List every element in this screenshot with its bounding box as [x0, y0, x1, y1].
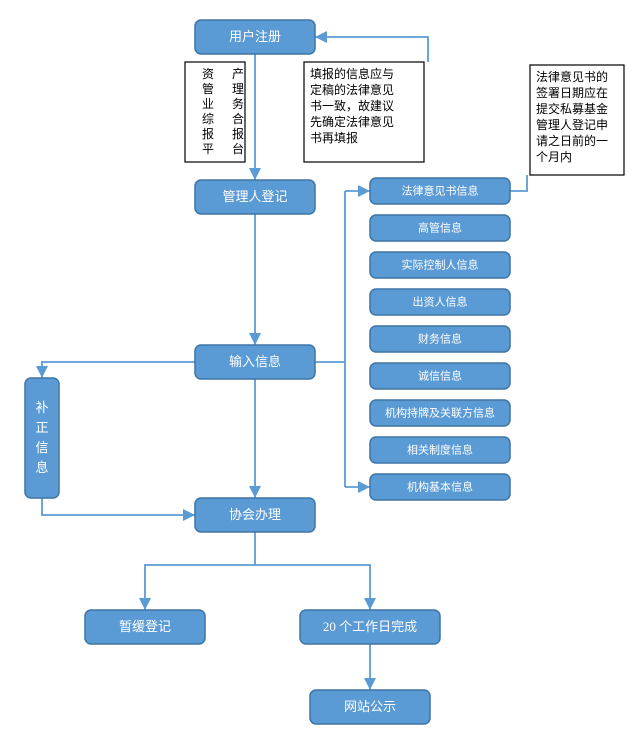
node-user_reg: 用户注册 — [195, 20, 315, 54]
node-label-cat_basic: 机构基本信息 — [407, 480, 473, 494]
node-label-cat_legal: 法律意见书信息 — [402, 184, 479, 198]
node-assoc_proc: 协会办理 — [195, 498, 315, 532]
node-cat_integ: 诚信信息 — [370, 363, 510, 389]
node-label-done20: 20 个工作日完成 — [323, 619, 417, 634]
node-cat_sys: 相关制度信息 — [370, 437, 510, 463]
svg-text:个月内: 个月内 — [536, 150, 572, 164]
svg-text:提交私募基金: 提交私募基金 — [536, 101, 608, 116]
svg-text:合: 合 — [232, 111, 244, 126]
node-cat_fin: 财务信息 — [370, 326, 510, 352]
node-label-mgr_reg: 管理人登记 — [222, 189, 287, 204]
svg-text:先确定法律意见: 先确定法律意见 — [310, 114, 394, 129]
node-done20: 20 个工作日完成 — [300, 610, 440, 644]
svg-text:正: 正 — [35, 420, 48, 435]
node-cat_exec: 高管信息 — [370, 215, 510, 241]
svg-text:台: 台 — [232, 141, 244, 156]
node-label-cat_ctrl: 实际控制人信息 — [402, 258, 479, 272]
node-input_info: 输入信息 — [195, 345, 315, 379]
note-note_platform: 资管业综报平产理务合报台 — [185, 62, 245, 162]
svg-text:书一致，故建议: 书一致，故建议 — [310, 98, 394, 113]
svg-text:报: 报 — [202, 126, 214, 141]
svg-text:业: 业 — [202, 97, 214, 111]
svg-text:签署日期应在: 签署日期应在 — [536, 85, 608, 100]
node-cat_hold: 机构持牌及关联方信息 — [370, 400, 510, 426]
node-label-cat_invest: 出资人信息 — [413, 295, 468, 309]
node-correct_info: 补正信息 — [25, 378, 59, 498]
node-label-cat_hold: 机构持牌及关联方信息 — [385, 406, 495, 420]
node-cat_basic: 机构基本信息 — [370, 474, 510, 500]
node-label-delay_reg: 暂缓登记 — [119, 619, 171, 634]
svg-text:资: 资 — [202, 67, 214, 81]
node-label-assoc_proc: 协会办理 — [229, 507, 281, 522]
svg-text:定稿的法律意见: 定稿的法律意见 — [310, 82, 394, 97]
svg-text:管: 管 — [202, 81, 214, 96]
svg-text:务: 务 — [232, 96, 244, 111]
node-mgr_reg: 管理人登记 — [195, 180, 315, 214]
svg-text:请之日前的一: 请之日前的一 — [536, 133, 608, 148]
svg-text:息: 息 — [35, 460, 48, 475]
node-cat_ctrl: 实际控制人信息 — [370, 252, 510, 278]
node-delay_reg: 暂缓登记 — [85, 610, 205, 644]
svg-text:法律意见书的: 法律意见书的 — [536, 69, 608, 84]
svg-text:综: 综 — [202, 112, 214, 126]
svg-text:管理人登记申: 管理人登记申 — [536, 117, 608, 132]
flowchart: 用户注册管理人登记输入信息协会办理 补正信息暂缓登记 20 个工作日完成网站公示 法律… — [0, 0, 640, 749]
node-label-cat_sys: 相关制度信息 — [407, 443, 473, 457]
node-cat_legal: 法律意见书信息 — [370, 178, 510, 204]
svg-text:补: 补 — [35, 400, 48, 415]
node-web_pub: 网站公示 — [310, 690, 430, 724]
svg-text:填报的信息应与: 填报的信息应与 — [310, 66, 394, 81]
node-label-web_pub: 网站公示 — [344, 699, 396, 714]
node-label-cat_integ: 诚信信息 — [418, 369, 462, 383]
svg-text:报: 报 — [232, 126, 244, 141]
node-label-cat_exec: 高管信息 — [418, 221, 462, 235]
node-label-input_info: 输入信息 — [229, 354, 281, 369]
note-note_sign_date: 法律意见书的签署日期应在提交私募基金管理人登记申请之日前的一个月内 — [530, 65, 624, 175]
svg-text:书再填报: 书再填报 — [310, 130, 358, 145]
svg-text:平: 平 — [202, 142, 214, 156]
svg-text:理: 理 — [232, 82, 244, 96]
node-label-user_reg: 用户注册 — [229, 29, 281, 44]
node-label-cat_fin: 财务信息 — [418, 332, 462, 346]
svg-text:信: 信 — [35, 440, 48, 455]
node-cat_invest: 出资人信息 — [370, 289, 510, 315]
note-note_fill_first: 填报的信息应与定稿的法律意见书一致，故建议先确定法律意见书再填报 — [304, 62, 424, 162]
svg-text:产: 产 — [232, 67, 244, 81]
